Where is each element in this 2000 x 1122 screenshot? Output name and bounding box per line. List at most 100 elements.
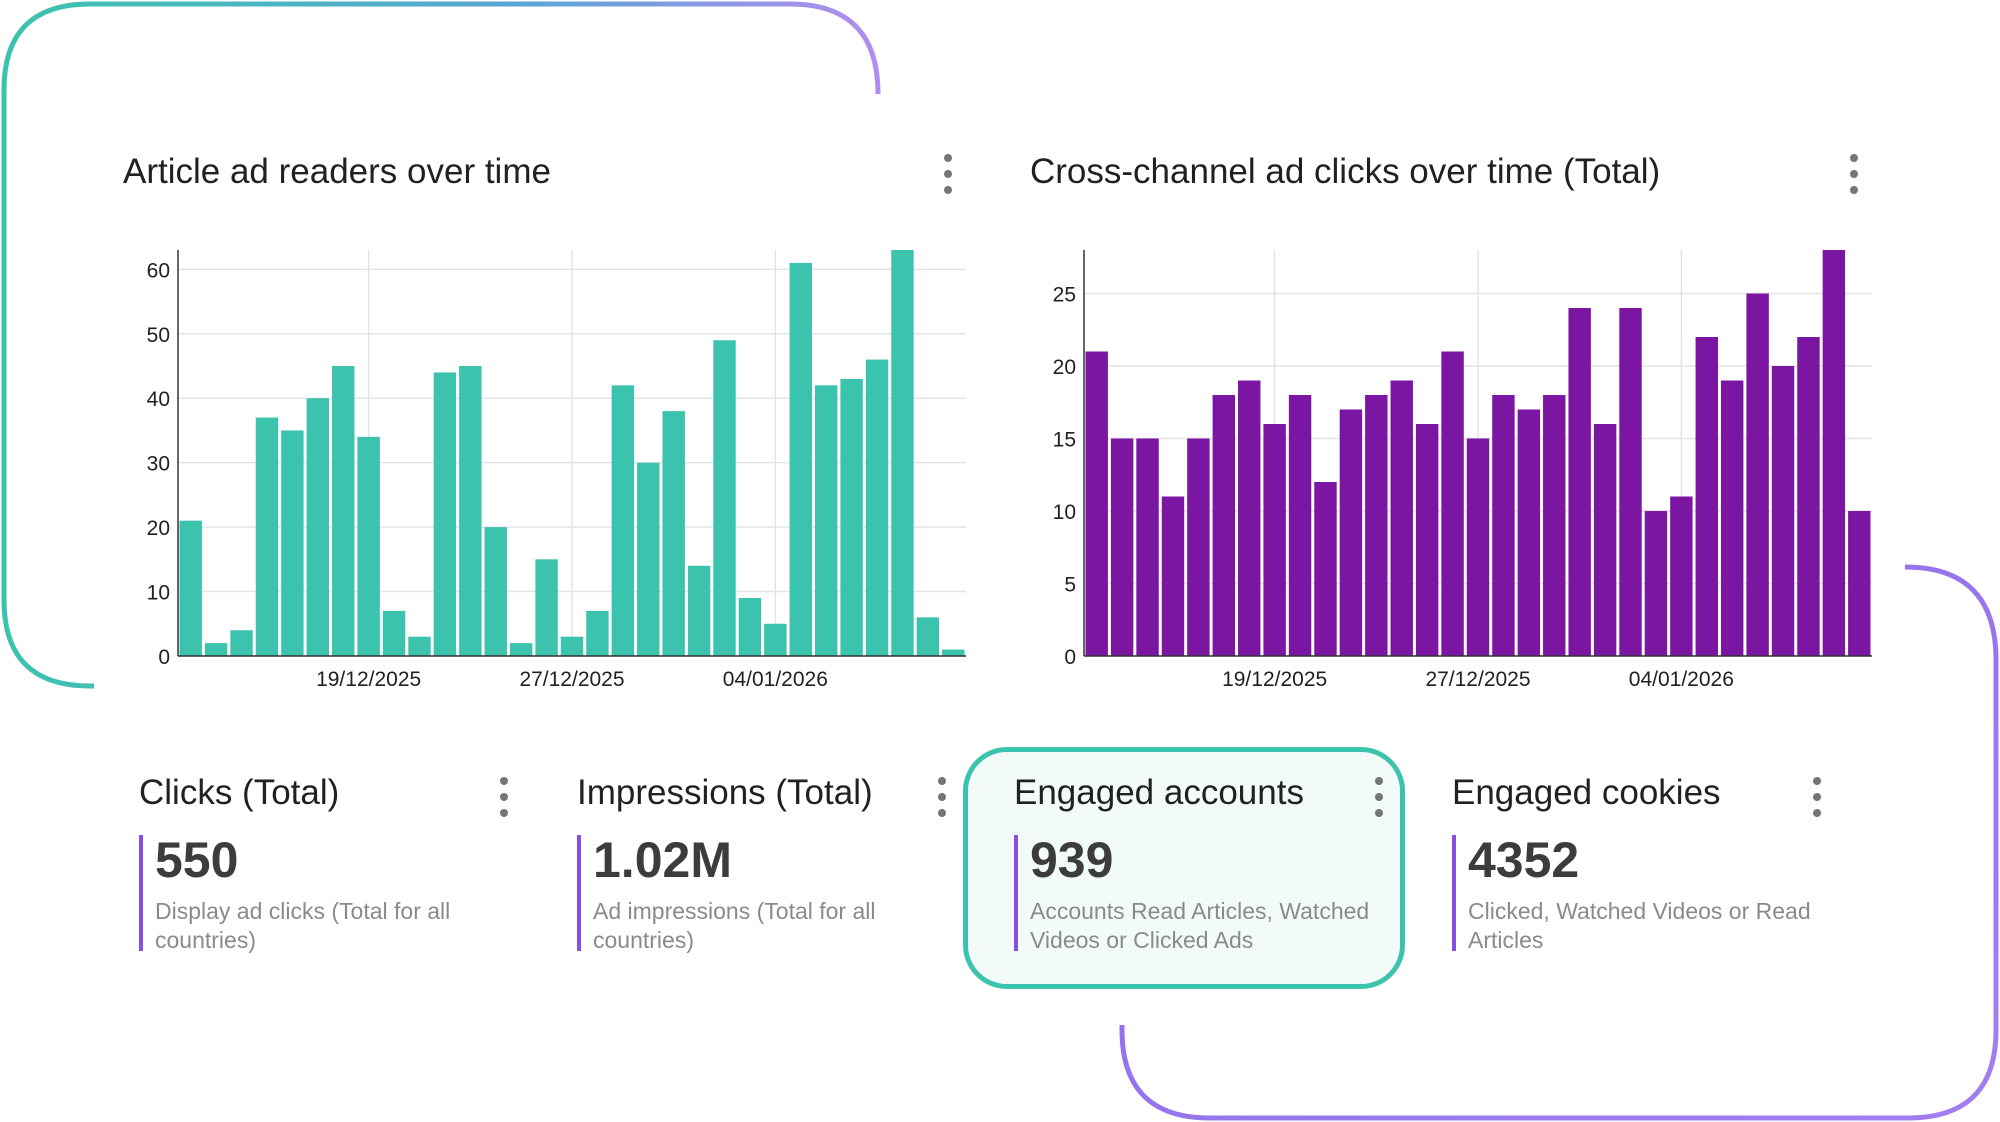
metric-title: Impressions (Total): [577, 773, 873, 812]
bar: [1466, 438, 1490, 656]
metric-title: Clicks (Total): [139, 773, 340, 812]
bar: [1263, 424, 1286, 656]
more-vert-icon[interactable]: [1805, 777, 1829, 817]
accent-bar: [577, 835, 581, 951]
bar: [1797, 337, 1820, 656]
y-tick-label: 0: [1064, 646, 1076, 669]
bar: [1187, 438, 1210, 656]
x-tick-label: 27/12/2025: [519, 668, 624, 691]
bar: [916, 617, 940, 656]
metric-value: 1.02M: [593, 832, 732, 888]
bar: [1746, 293, 1769, 656]
y-tick-label: 20: [147, 517, 170, 540]
chart-title-cross-channel-clicks: Cross-channel ad clicks over time (Total…: [1030, 152, 1661, 191]
bar: [509, 643, 533, 656]
bar: [1441, 351, 1464, 656]
bar: [1848, 511, 1871, 656]
accent-bar: [1452, 835, 1456, 951]
bar: [891, 250, 914, 656]
accent-bar: [139, 835, 143, 951]
more-vert-icon[interactable]: [1367, 777, 1391, 817]
bar: [1288, 395, 1312, 656]
bar: [1822, 250, 1846, 656]
bar: [255, 417, 279, 656]
chart-title-article-readers: Article ad readers over time: [123, 152, 551, 191]
y-tick-label: 5: [1064, 574, 1076, 597]
bar: [611, 385, 635, 656]
metric-description: Accounts Read Articles, Watched Videos o…: [1030, 898, 1370, 953]
bar: [1212, 395, 1236, 656]
metric-value: 550: [155, 832, 239, 888]
bar: [1670, 496, 1693, 656]
metric-title: Engaged cookies: [1452, 773, 1721, 812]
top-left-arc: [1, 1, 881, 689]
bar: [459, 366, 482, 656]
bar: [637, 462, 660, 656]
bar: [1085, 351, 1108, 656]
y-tick-label: 40: [147, 388, 170, 411]
more-vert-icon[interactable]: [930, 777, 954, 817]
metric-description: Clicked, Watched Videos or Read Articles: [1468, 898, 1811, 953]
bar: [484, 527, 507, 656]
bar: [1543, 395, 1566, 656]
metric-description: Ad impressions (Total for all countries): [593, 898, 876, 953]
more-vert-icon[interactable]: [492, 777, 516, 817]
y-tick-label: 15: [1053, 429, 1076, 452]
bottom-right-arc: [1119, 564, 1999, 1121]
bar: [332, 366, 355, 656]
bar: [357, 436, 380, 656]
engaged-accounts-highlight: [963, 747, 1405, 989]
bar: [764, 623, 787, 656]
bar: [713, 340, 736, 656]
bar: [738, 598, 762, 656]
bar: [1390, 380, 1413, 656]
cross-channel-clicks-chart: 0 5 10 15 20 25 19/12/2025 27/12/2025 04/01/2026: [1053, 250, 1872, 691]
bar: [1644, 511, 1668, 656]
metric-description: Display ad clicks (Total for all countri…: [155, 898, 451, 953]
bar: [1314, 482, 1337, 656]
bar: [1517, 409, 1541, 656]
bar: [1771, 366, 1795, 656]
accent-bar: [1014, 835, 1018, 951]
bar: [840, 378, 863, 656]
bar: [814, 385, 838, 656]
bar: [230, 630, 253, 656]
bar: [586, 610, 609, 656]
bar: [1238, 380, 1261, 656]
bar: [1593, 424, 1617, 656]
metric-card-engaged-cookies: Engaged cookies 4352 Clicked, Watched Vi…: [1452, 773, 1852, 963]
bar: [382, 610, 406, 656]
bar: [408, 636, 431, 656]
more-vert-icon[interactable]: [1842, 154, 1866, 194]
bar: [942, 649, 965, 656]
bar: [204, 643, 228, 656]
bar: [1695, 337, 1718, 656]
bar: [560, 636, 584, 656]
bar: [179, 520, 202, 656]
bar: [1619, 308, 1642, 656]
bar: [865, 359, 889, 656]
x-tick-label: 04/01/2026: [1629, 668, 1734, 691]
y-tick-label: 0: [158, 646, 170, 669]
y-tick-label: 10: [147, 582, 170, 605]
bar: [1136, 438, 1159, 656]
more-vert-icon[interactable]: [936, 154, 960, 194]
bar: [1492, 395, 1515, 656]
metric-card-engaged-accounts: Engaged accounts 939 Accounts Read Artic…: [1014, 773, 1414, 963]
bar: [535, 559, 558, 656]
y-tick-label: 20: [1053, 356, 1076, 379]
bar: [789, 262, 812, 656]
metric-card-clicks: Clicks (Total) 550 Display ad clicks (To…: [139, 773, 539, 963]
bar: [1339, 409, 1363, 656]
bar: [281, 430, 304, 656]
bar: [1110, 438, 1134, 656]
bar: [1415, 424, 1439, 656]
bar: [433, 372, 457, 656]
bar: [1365, 395, 1388, 656]
bar: [662, 411, 685, 656]
metric-value: 939: [1030, 832, 1114, 888]
y-tick-label: 25: [1053, 284, 1076, 307]
bar: [1568, 308, 1591, 656]
y-tick-label: 30: [147, 453, 170, 476]
